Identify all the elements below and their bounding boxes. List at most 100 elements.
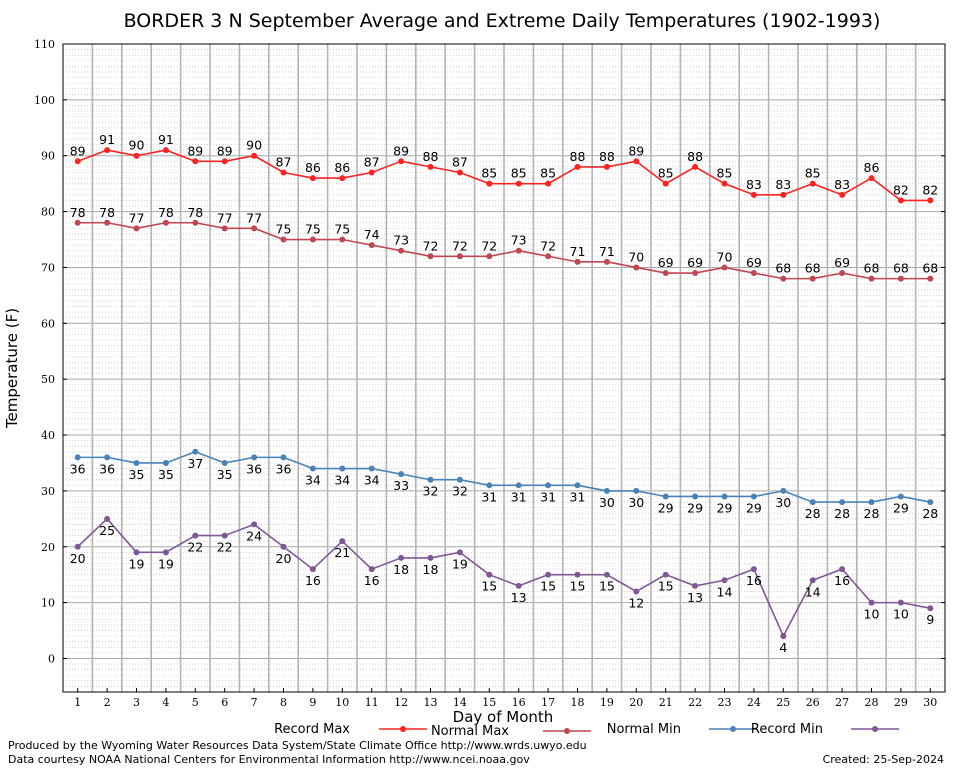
data-label: 78	[158, 205, 174, 220]
footer-produced-by: Produced by the Wyoming Water Resources …	[8, 739, 587, 752]
data-point	[339, 175, 346, 182]
data-label: 89	[393, 143, 409, 158]
data-label: 14	[717, 584, 733, 599]
data-point	[339, 538, 346, 545]
data-label: 69	[687, 255, 703, 270]
data-point	[603, 571, 610, 578]
x-tick-label: 21	[659, 696, 673, 709]
y-axis-label: Temperature (F)	[3, 308, 21, 429]
legend-item-normal-max: Normal Max	[431, 724, 591, 739]
legend-label: Record Min	[751, 722, 823, 737]
data-point	[574, 258, 581, 265]
data-label: 24	[246, 528, 262, 543]
data-point	[368, 566, 375, 573]
data-label: 70	[717, 249, 733, 264]
x-tick-label: 27	[835, 696, 849, 709]
x-tick-label: 14	[453, 696, 467, 709]
y-tick-label: 80	[41, 206, 55, 219]
data-point	[603, 163, 610, 170]
data-label: 86	[305, 160, 321, 175]
y-tick-label: 70	[41, 261, 55, 274]
y-tick-label: 10	[41, 597, 55, 610]
legend-item-record-min: Record Min	[751, 722, 899, 737]
data-point	[309, 465, 316, 472]
data-label: 77	[129, 210, 145, 225]
data-point	[133, 225, 140, 232]
y-tick-label: 90	[41, 150, 55, 163]
data-point	[221, 225, 228, 232]
data-point	[750, 270, 757, 277]
data-label: 86	[864, 160, 880, 175]
data-label: 29	[658, 500, 674, 515]
data-label: 34	[364, 473, 380, 488]
x-tick-label: 24	[747, 696, 761, 709]
data-point	[427, 163, 434, 170]
data-point	[545, 571, 552, 578]
data-point	[721, 493, 728, 500]
data-point	[162, 147, 169, 154]
x-tick-label: 28	[865, 696, 879, 709]
data-point	[692, 270, 699, 277]
data-label: 74	[364, 227, 380, 242]
data-label: 87	[452, 154, 468, 169]
x-tick-label: 6	[221, 696, 228, 709]
data-point	[868, 275, 875, 282]
data-label: 71	[570, 244, 586, 259]
data-point	[309, 236, 316, 243]
data-point	[662, 270, 669, 277]
legend-marker	[730, 726, 736, 732]
legend-label: Normal Min	[607, 722, 681, 737]
series-record-min: 20 25 19 19 22 22 24 20 16 21 16 18 18 19 15 13 15 15 15 12…	[70, 515, 934, 655]
data-label: 73	[511, 233, 527, 248]
data-label: 83	[746, 177, 762, 192]
data-label: 16	[364, 573, 380, 588]
data-label: 29	[746, 500, 762, 515]
data-point	[574, 163, 581, 170]
data-label: 71	[599, 244, 615, 259]
data-point	[662, 493, 669, 500]
data-label: 28	[834, 506, 850, 521]
data-label: 69	[658, 255, 674, 270]
data-label: 72	[540, 238, 556, 253]
data-point	[192, 448, 199, 455]
data-point	[280, 169, 287, 176]
data-label: 34	[334, 473, 350, 488]
data-point	[545, 180, 552, 187]
footer-created: Created: 25-Sep-2024	[823, 753, 944, 766]
data-label: 16	[746, 573, 762, 588]
data-label: 68	[864, 261, 880, 276]
data-label: 28	[922, 506, 938, 521]
data-label: 82	[922, 182, 938, 197]
data-label: 89	[217, 143, 233, 158]
x-tick-label: 22	[688, 696, 702, 709]
legend-item-record-max: Record Max	[274, 722, 427, 737]
data-point	[897, 275, 904, 282]
data-point	[104, 515, 111, 522]
data-label: 75	[305, 222, 321, 237]
data-point	[456, 476, 463, 483]
data-label: 77	[246, 210, 262, 225]
x-tick-label: 8	[280, 696, 287, 709]
x-tick-label: 4	[162, 696, 169, 709]
data-label: 78	[187, 205, 203, 220]
data-label: 20	[276, 551, 292, 566]
data-label: 88	[570, 149, 586, 164]
data-point	[721, 577, 728, 584]
data-label: 86	[334, 160, 350, 175]
x-tick-label: 25	[776, 696, 790, 709]
chart-title: BORDER 3 N September Average and Extreme…	[124, 10, 881, 32]
data-label: 9	[926, 612, 934, 627]
legend: Record Max Normal Max Normal Min Record Min	[274, 722, 899, 739]
data-label: 87	[364, 154, 380, 169]
data-point	[251, 152, 258, 159]
data-point	[162, 219, 169, 226]
data-point	[927, 275, 934, 282]
data-point	[133, 549, 140, 556]
data-label: 22	[187, 540, 203, 555]
data-point	[515, 180, 522, 187]
data-point	[545, 253, 552, 260]
data-point	[456, 169, 463, 176]
y-tick-label: 60	[41, 317, 55, 330]
x-tick-label: 16	[512, 696, 526, 709]
